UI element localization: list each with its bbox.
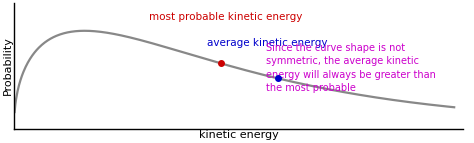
Text: Since the curve shape is not
symmetric, the average kinetic
energy will always b: Since the curve shape is not symmetric, …	[265, 43, 436, 93]
Y-axis label: Probability: Probability	[3, 36, 13, 95]
Text: most probable kinetic energy: most probable kinetic energy	[149, 12, 302, 22]
Text: average kinetic energy: average kinetic energy	[207, 38, 328, 48]
X-axis label: kinetic energy: kinetic energy	[199, 130, 278, 140]
